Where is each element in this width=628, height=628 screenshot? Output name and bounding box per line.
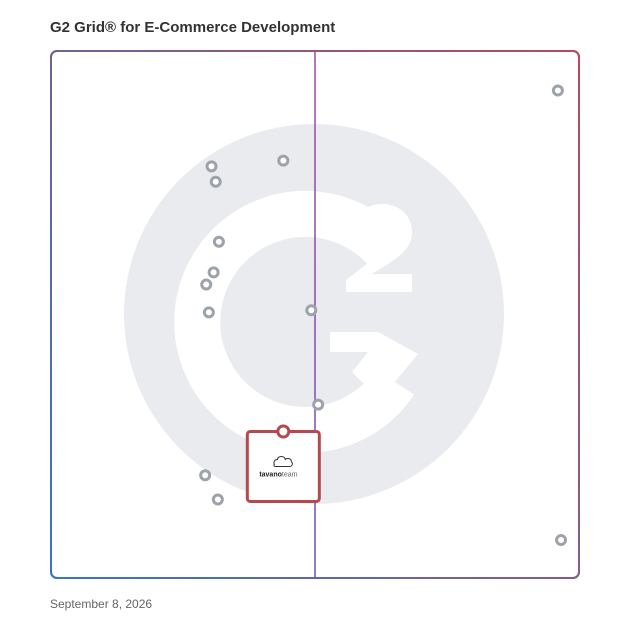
cloud-icon: [273, 455, 293, 467]
data-point-11: [199, 469, 212, 482]
logo-text-a: tavano: [259, 471, 282, 478]
data-point-7: [200, 278, 213, 291]
data-points: [199, 84, 568, 547]
data-point-6: [207, 266, 220, 279]
data-point-4: [209, 175, 222, 188]
data-point-13: [555, 534, 568, 547]
highlight-product[interactable]: tavanoteam: [245, 424, 321, 503]
data-point-2: [205, 160, 218, 173]
cloud-shape: [273, 455, 293, 467]
highlight-logo-text: tavanoteam: [259, 471, 297, 478]
data-point-3: [277, 154, 290, 167]
watermark-g-bar: [330, 332, 418, 400]
watermark-g-arc: [174, 190, 415, 453]
data-point-9: [202, 306, 215, 319]
chart-title: G2 Grid® for E-Commerce Development: [50, 19, 336, 36]
data-point-1: [551, 84, 564, 97]
data-point-5: [212, 235, 225, 248]
logo-text-b: team: [282, 471, 298, 478]
highlight-point: [276, 424, 291, 439]
data-point-10: [312, 398, 325, 411]
report-date: September 8, 2026: [50, 597, 153, 611]
data-point-8: [305, 304, 318, 317]
watermark-glyph: [174, 190, 418, 453]
data-point-12: [211, 493, 224, 506]
watermark-2: [346, 204, 412, 292]
